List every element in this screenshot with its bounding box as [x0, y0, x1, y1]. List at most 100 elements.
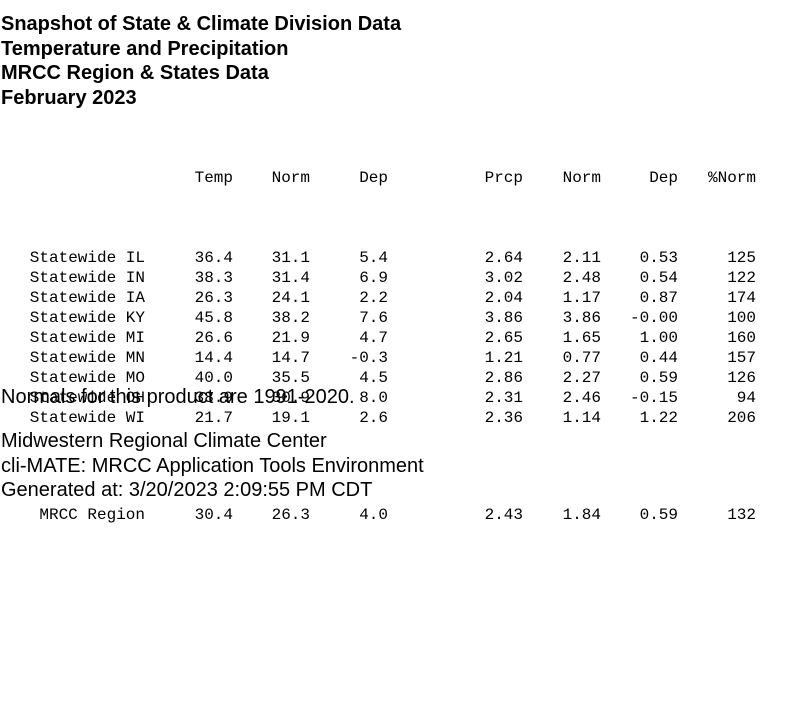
cell-prcp-dep: -0.15 — [629, 389, 678, 407]
title-line-3: MRCC Region & States Data — [1, 62, 269, 84]
table-row: Statewide MN 14.4 14.7 -0.3 1.21 0.77 0.44 157 — [0, 348, 797, 368]
row-label: Statewide IN — [29, 269, 145, 287]
table-row: Statewide MI 26.6 21.9 4.7 2.65 1.65 1.00 160 — [0, 328, 797, 348]
cell-temp: 40.0 — [194, 369, 233, 387]
row-label: Statewide IL — [29, 249, 145, 267]
cell-pct-norm: 94 — [736, 389, 756, 407]
region-prcp-norm: 1.84 — [562, 506, 601, 524]
cell-temp: 26.3 — [194, 289, 233, 307]
row-label: Statewide IA — [29, 289, 145, 307]
cell-prcp: 2.36 — [484, 409, 523, 427]
cell-prcp: 2.04 — [484, 289, 523, 307]
cell-prcp: 3.86 — [484, 309, 523, 327]
cell-pct-norm: 157 — [727, 349, 756, 367]
row-label: Statewide MN — [29, 349, 145, 367]
cell-prcp-norm: 3.86 — [562, 309, 601, 327]
table-row: Statewide MO 40.0 35.5 4.5 2.86 2.27 0.59 126 — [0, 368, 797, 388]
cell-prcp-norm: 1.65 — [562, 329, 601, 347]
region-temp-norm: 26.3 — [271, 506, 310, 524]
cell-temp: 38.9 — [194, 389, 233, 407]
cell-prcp: 2.31 — [484, 389, 523, 407]
table-row: Statewide IN 38.3 31.4 6.9 3.02 2.48 0.54 122 — [0, 268, 797, 288]
header-temp: Temp — [194, 169, 233, 187]
cell-temp: 26.6 — [194, 329, 233, 347]
cell-prcp: 2.64 — [484, 249, 523, 267]
cell-prcp-dep: 0.44 — [639, 349, 678, 367]
cell-prcp-norm: 0.77 — [562, 349, 601, 367]
credits-block: Midwestern Regional Climate Center cli-M… — [1, 429, 424, 503]
normals-note: Normals for this product are 1991-2020. — [1, 385, 355, 410]
cell-pct-norm: 174 — [727, 289, 756, 307]
cell-prcp: 1.21 — [484, 349, 523, 367]
cell-temp-norm: 24.1 — [271, 289, 310, 307]
row-label: Statewide KY — [29, 309, 145, 327]
region-row: MRCC Region 30.4 26.3 4.0 2.43 1.84 0.59… — [0, 505, 797, 525]
row-label: Statewide OH — [29, 389, 145, 407]
cell-temp-norm: 38.2 — [271, 309, 310, 327]
cell-temp-norm: 31.1 — [271, 249, 310, 267]
header-prcp-dep: Dep — [649, 169, 678, 187]
row-label: Statewide MO — [29, 369, 145, 387]
cell-pct-norm: 160 — [727, 329, 756, 347]
cell-temp-norm: 14.7 — [271, 349, 310, 367]
region-label: MRCC Region — [39, 506, 145, 524]
cell-temp-dep: 4.7 — [359, 329, 388, 347]
cell-temp: 36.4 — [194, 249, 233, 267]
title-line-4: February 2023 — [1, 86, 137, 109]
cell-temp-dep: 4.5 — [359, 369, 388, 387]
cell-prcp: 2.65 — [484, 329, 523, 347]
cell-temp-norm: 35.5 — [271, 369, 310, 387]
cell-prcp-norm: 1.17 — [562, 289, 601, 307]
cell-prcp-norm: 2.27 — [562, 369, 601, 387]
table-header-row: Temp Norm Dep Prcp Norm Dep %Norm — [0, 168, 797, 188]
cell-temp-dep: 5.4 — [359, 249, 388, 267]
org-name: Midwestern Regional Climate Center — [1, 430, 327, 452]
cell-prcp-dep: 1.00 — [639, 329, 678, 347]
cell-temp: 38.3 — [194, 269, 233, 287]
cell-temp-dep: 2.2 — [359, 289, 388, 307]
cell-prcp-dep: 1.22 — [639, 409, 678, 427]
cell-prcp-norm: 1.14 — [562, 409, 601, 427]
table-body: Statewide IL 36.4 31.1 5.4 2.64 2.11 0.53 125 St… — [0, 248, 797, 428]
region-prcp: 2.43 — [484, 506, 523, 524]
header-temp-dep: Dep — [359, 169, 388, 187]
cell-pct-norm: 206 — [727, 409, 756, 427]
table-row: Statewide IA 26.3 24.1 2.2 2.04 1.17 0.87 174 — [0, 288, 797, 308]
cell-prcp-dep: -0.00 — [629, 309, 678, 327]
cell-prcp-dep: 0.87 — [639, 289, 678, 307]
normals-note-text: Normals for this product are 1991-2020. — [1, 386, 355, 408]
cell-prcp: 2.86 — [484, 369, 523, 387]
table-row: Statewide KY 45.8 38.2 7.6 3.86 3.86 -0.00 100 — [0, 308, 797, 328]
cell-temp: 45.8 — [194, 309, 233, 327]
cell-temp-dep: 2.6 — [359, 409, 388, 427]
cell-prcp-dep: 0.53 — [639, 249, 678, 267]
cell-prcp: 3.02 — [484, 269, 523, 287]
generated-timestamp: Generated at: 3/20/2023 2:09:55 PM CDT — [1, 479, 373, 501]
cell-temp-norm: 30.9 — [271, 389, 310, 407]
header-prcp-norm: Norm — [562, 169, 601, 187]
cell-temp: 14.4 — [194, 349, 233, 367]
header-prcp: Prcp — [484, 169, 523, 187]
table-row: Statewide OH 38.9 30.9 8.0 2.31 2.46 -0.15 94 — [0, 388, 797, 408]
cell-prcp-dep: 0.59 — [639, 369, 678, 387]
report-title: Snapshot of State & Climate Division Dat… — [1, 12, 401, 110]
title-line-2: Temperature and Precipitation — [1, 37, 289, 60]
cell-prcp-dep: 0.54 — [639, 269, 678, 287]
cell-temp-norm: 31.4 — [271, 269, 310, 287]
cell-pct-norm: 126 — [727, 369, 756, 387]
cell-temp-norm: 21.9 — [271, 329, 310, 347]
cell-temp: 21.7 — [194, 409, 233, 427]
climate-data-table: Temp Norm Dep Prcp Norm Dep %Norm Statew… — [0, 128, 797, 545]
tool-name: cli-MATE: MRCC Application Tools Environ… — [1, 454, 424, 477]
row-label: Statewide MI — [29, 329, 145, 347]
region-pct-norm: 132 — [727, 506, 756, 524]
region-temp-dep: 4.0 — [359, 506, 388, 524]
cell-pct-norm: 125 — [727, 249, 756, 267]
cell-temp-dep: 6.9 — [359, 269, 388, 287]
table-row: Statewide IL 36.4 31.1 5.4 2.64 2.11 0.53 125 — [0, 248, 797, 268]
title-line-1: Snapshot of State & Climate Division Dat… — [1, 13, 402, 35]
cell-prcp-norm: 2.48 — [562, 269, 601, 287]
cell-temp-dep: -0.3 — [349, 349, 388, 367]
header-pct-norm: %Norm — [707, 169, 756, 187]
cell-temp-dep: 8.0 — [359, 389, 388, 407]
